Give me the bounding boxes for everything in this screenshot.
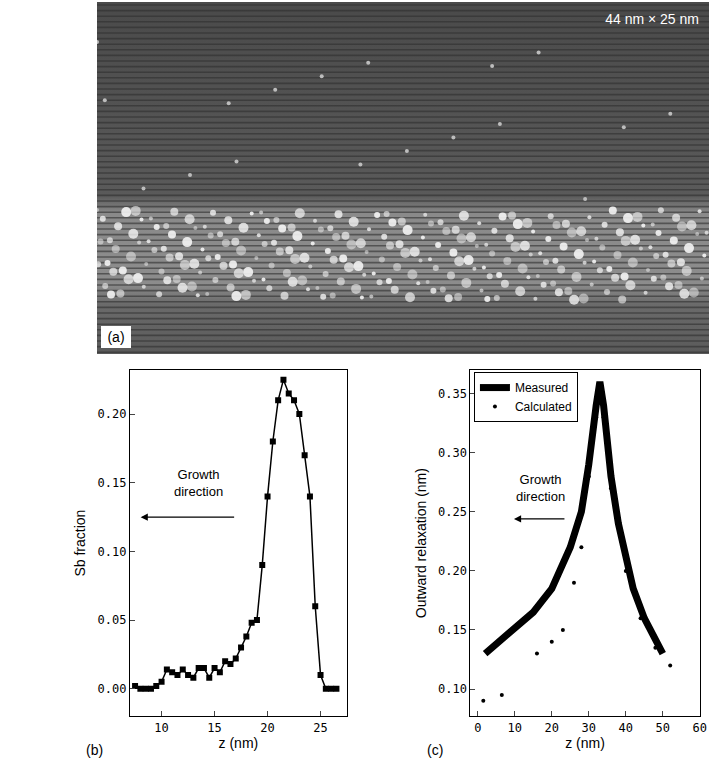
svg-text:40: 40 [619, 721, 633, 735]
svg-text:20: 20 [260, 721, 274, 735]
svg-text:15: 15 [207, 721, 221, 735]
svg-text:0.15: 0.15 [438, 623, 467, 637]
svg-text:Calculated: Calculated [515, 400, 572, 414]
svg-text:0.10: 0.10 [438, 682, 467, 696]
svg-text:10: 10 [154, 721, 168, 735]
svg-text:(b): (b) [86, 742, 103, 758]
svg-text:0.00: 0.00 [97, 682, 126, 696]
svg-text:z (nm): z (nm) [565, 735, 605, 751]
svg-text:0.25: 0.25 [438, 505, 467, 519]
svg-text:10: 10 [508, 721, 522, 735]
svg-text:0.30: 0.30 [438, 446, 467, 460]
svg-text:Growthdirection: Growthdirection [174, 467, 223, 499]
svg-text:0: 0 [474, 721, 481, 735]
svg-text:20: 20 [545, 721, 559, 735]
svg-text:(a): (a) [107, 329, 124, 345]
svg-text:Growthdirection: Growthdirection [516, 472, 565, 504]
svg-text:z (nm): z (nm) [219, 735, 259, 751]
svg-text:25: 25 [313, 721, 327, 735]
svg-text:0.20: 0.20 [438, 564, 467, 578]
svg-text:Sb fraction: Sb fraction [72, 510, 88, 577]
svg-text:0.10: 0.10 [97, 545, 126, 559]
svg-text:50: 50 [656, 721, 670, 735]
svg-text:0.05: 0.05 [97, 613, 126, 627]
svg-text:(c): (c) [427, 742, 443, 758]
svg-text:Measured: Measured [515, 381, 568, 395]
svg-text:30: 30 [582, 721, 596, 735]
svg-text:0.20: 0.20 [97, 407, 126, 421]
svg-text:0.35: 0.35 [438, 387, 467, 401]
svg-text:Outward relaxation (nm): Outward relaxation (nm) [413, 468, 429, 618]
svg-text:44 nm × 25 nm: 44 nm × 25 nm [605, 11, 699, 27]
svg-text:0.15: 0.15 [97, 476, 126, 490]
svg-text:60: 60 [693, 721, 707, 735]
